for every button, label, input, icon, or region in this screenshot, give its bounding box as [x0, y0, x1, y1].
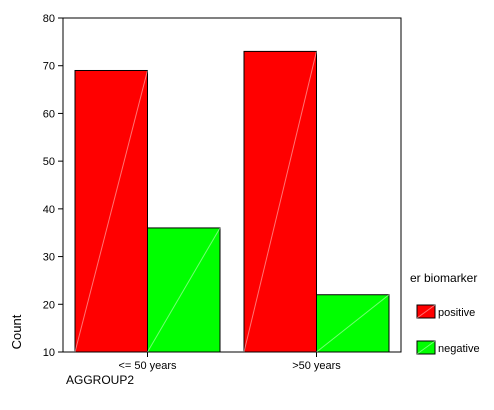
y-tick-label: 10	[43, 347, 55, 359]
x-tick-label: <= 50 years	[118, 360, 177, 372]
y-tick-label: 70	[43, 61, 55, 73]
bar-highlight	[74, 70, 148, 353]
legend-label-positive: positive	[438, 307, 475, 319]
legend-swatch-positive	[416, 304, 436, 319]
bar-highlight	[147, 227, 221, 353]
legend-label-negative: negative	[438, 343, 480, 355]
legend-swatch-negative	[416, 340, 436, 355]
y-tick-label: 80	[43, 13, 55, 25]
x-axis: <= 50 years >50 years	[118, 352, 341, 372]
bar-negative	[316, 294, 390, 353]
x-tick-label: >50 years	[292, 360, 341, 372]
y-tick-label: 20	[43, 299, 55, 311]
bar-positive	[243, 50, 317, 353]
legend-swatch-highlight	[416, 340, 436, 355]
bar-highlight	[316, 294, 390, 353]
y-axis: 10 20 30 40 50 60 70 80	[43, 13, 63, 359]
y-axis-label: Count	[9, 314, 24, 349]
y-tick-label: 30	[43, 252, 55, 264]
bar-negative	[147, 227, 221, 353]
y-tick-label: 50	[43, 156, 55, 168]
bars	[74, 50, 390, 353]
legend: positive negative	[416, 304, 480, 355]
bar-highlight	[243, 51, 317, 353]
bar-positive	[74, 69, 148, 353]
legend-title: er biomarker	[410, 271, 477, 285]
x-axis-label: AGGROUP2	[66, 373, 134, 387]
y-tick-label: 60	[43, 108, 55, 120]
y-tick-label: 40	[43, 204, 55, 216]
legend-swatch-highlight	[416, 304, 436, 319]
